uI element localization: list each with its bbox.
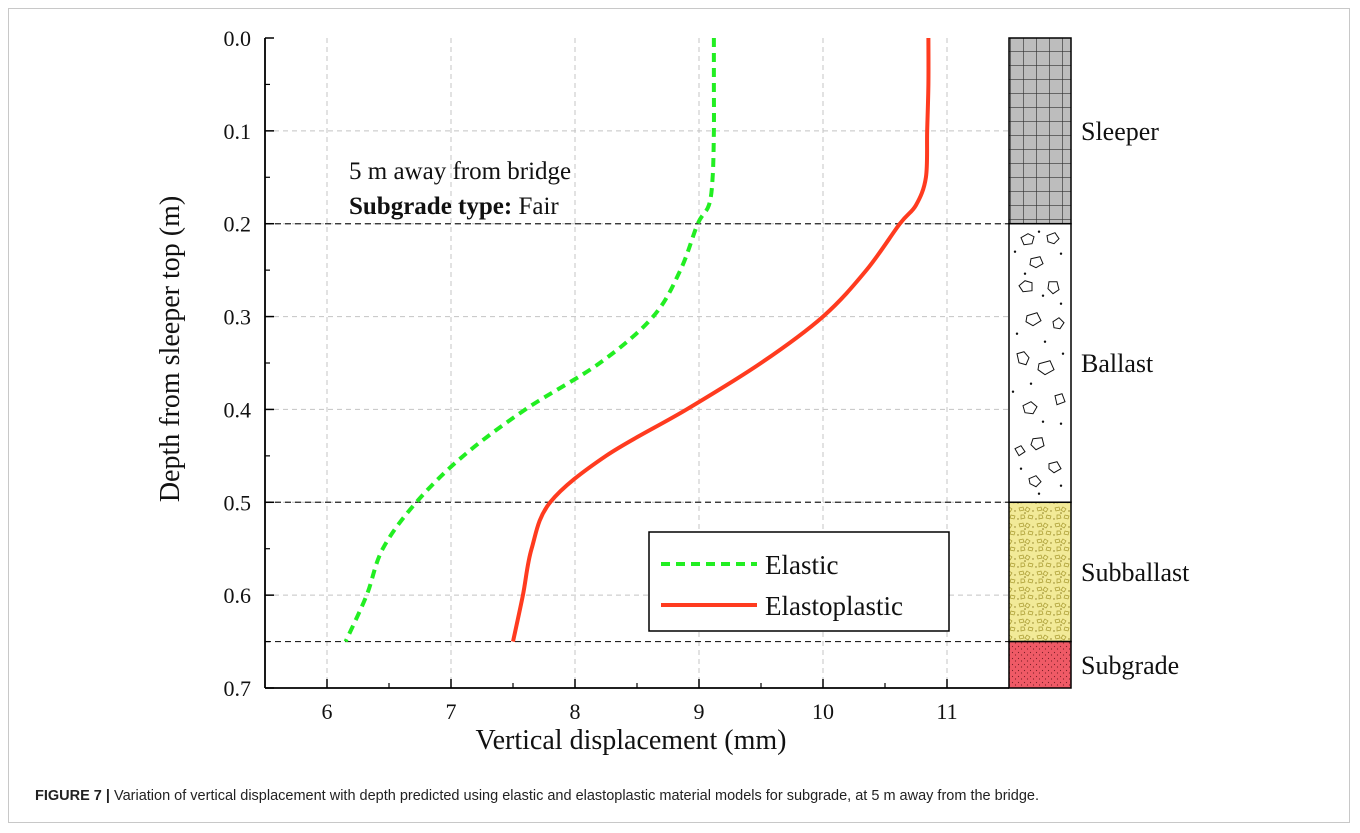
series-lines bbox=[343, 37, 931, 643]
y-tick-label: 0.4 bbox=[224, 397, 252, 422]
legend: Elastic Elastoplastic bbox=[648, 531, 950, 632]
ballast-dot bbox=[1013, 250, 1017, 253]
ballast-stone bbox=[1048, 461, 1062, 474]
ballast-dot bbox=[1015, 332, 1019, 335]
y-tick-label: 0.3 bbox=[224, 305, 252, 330]
y-tick-label: 0.0 bbox=[224, 26, 252, 51]
ballast-dot bbox=[1059, 422, 1063, 425]
series-line-elastic bbox=[343, 38, 716, 643]
ballast-stone bbox=[1028, 475, 1042, 488]
x-tick-label: 6 bbox=[322, 699, 333, 724]
ballast-dot bbox=[1041, 294, 1045, 297]
layer-label-sleeper: Sleeper bbox=[1081, 117, 1159, 146]
ballast-stone bbox=[1018, 280, 1033, 293]
axes: 6 7 8 9 10 11 0.0 0.1 0.2 0.3 0.4 0.5 0.6 0.7 bbox=[224, 26, 1009, 724]
layer-label-ballast: Ballast bbox=[1081, 349, 1154, 378]
layer-boundaries bbox=[265, 223, 1071, 643]
x-tick-label: 11 bbox=[936, 699, 957, 724]
ballast-dot bbox=[1019, 467, 1023, 470]
ballast-stone bbox=[1025, 312, 1042, 327]
ballast-stone bbox=[1016, 351, 1030, 366]
y-tick-label: 0.5 bbox=[224, 490, 252, 515]
figure-caption: FIGURE 7 | Variation of vertical displac… bbox=[35, 788, 1345, 804]
layer-block-subgrade bbox=[1008, 640, 1072, 689]
y-tick-label: 0.1 bbox=[224, 119, 252, 144]
ballast-stone bbox=[1030, 437, 1045, 451]
annotation-subgrade-label: Subgrade type: bbox=[349, 193, 512, 220]
ballast-dot bbox=[1023, 272, 1027, 275]
annotation-location: 5 m away from bridge bbox=[349, 158, 571, 185]
ballast-dot bbox=[1041, 420, 1045, 423]
ballast-dot bbox=[1029, 382, 1033, 385]
ballast-stone bbox=[1046, 232, 1060, 245]
ballast-dot bbox=[1043, 340, 1047, 343]
ballast-dot bbox=[1059, 484, 1063, 487]
x-tick-label: 8 bbox=[570, 699, 581, 724]
caption-text: Variation of vertical displacement with … bbox=[109, 788, 1039, 804]
chart: 6 7 8 9 10 11 0.0 0.1 0.2 0.3 0.4 0.5 0.6 0.7 Sleeper… bbox=[155, 26, 1190, 756]
layer-label-subgrade: Subgrade bbox=[1081, 651, 1179, 680]
layer-label-subballast: Subballast bbox=[1081, 558, 1190, 587]
ballast-dot bbox=[1059, 302, 1063, 305]
layer-strip: Sleeper Ballast Subballast Subgrade bbox=[1008, 37, 1190, 689]
ballast-dot bbox=[1011, 390, 1015, 393]
ballast-stone bbox=[1022, 401, 1038, 415]
x-tick-label: 9 bbox=[694, 699, 705, 724]
ballast-dot bbox=[1037, 230, 1041, 233]
ballast-stone bbox=[1029, 256, 1044, 269]
y-axis-label: Depth from sleeper top (m) bbox=[155, 196, 186, 502]
y-tick-label: 0.7 bbox=[224, 676, 252, 701]
caption-label: FIGURE 7 | bbox=[35, 788, 110, 804]
series-line-elastoplastic bbox=[511, 37, 931, 642]
ballast-dot bbox=[1059, 252, 1063, 255]
legend-box bbox=[648, 531, 950, 632]
y-tick-label: 0.2 bbox=[224, 212, 252, 237]
x-tick-label: 7 bbox=[446, 699, 457, 724]
x-tick-label: 10 bbox=[812, 699, 834, 724]
ballast-stone bbox=[1052, 317, 1065, 330]
ballast-stone bbox=[1014, 445, 1026, 457]
legend-label-elastic: Elastic bbox=[765, 550, 838, 580]
figure-frame: 6 7 8 9 10 11 0.0 0.1 0.2 0.3 0.4 0.5 0.6 0.7 Sleeper… bbox=[8, 8, 1350, 823]
layer-block-subballast bbox=[1008, 501, 1072, 643]
ballast-stone bbox=[1047, 281, 1060, 295]
ballast-dot bbox=[1061, 352, 1065, 355]
legend-label-elastoplastic: Elastoplastic bbox=[765, 591, 903, 621]
annotation-subgrade-value: Fair bbox=[512, 193, 559, 220]
layer-block-sleeper bbox=[1008, 37, 1072, 225]
ballast-stone bbox=[1020, 233, 1035, 246]
y-tick-label: 0.6 bbox=[224, 583, 252, 608]
x-axis-label: Vertical displacement (mm) bbox=[476, 725, 787, 756]
ballast-stone bbox=[1054, 393, 1066, 406]
ballast-dot bbox=[1037, 492, 1041, 495]
annotation-subgrade: Subgrade type: Fair bbox=[349, 193, 559, 220]
ballast-stone bbox=[1037, 360, 1055, 376]
